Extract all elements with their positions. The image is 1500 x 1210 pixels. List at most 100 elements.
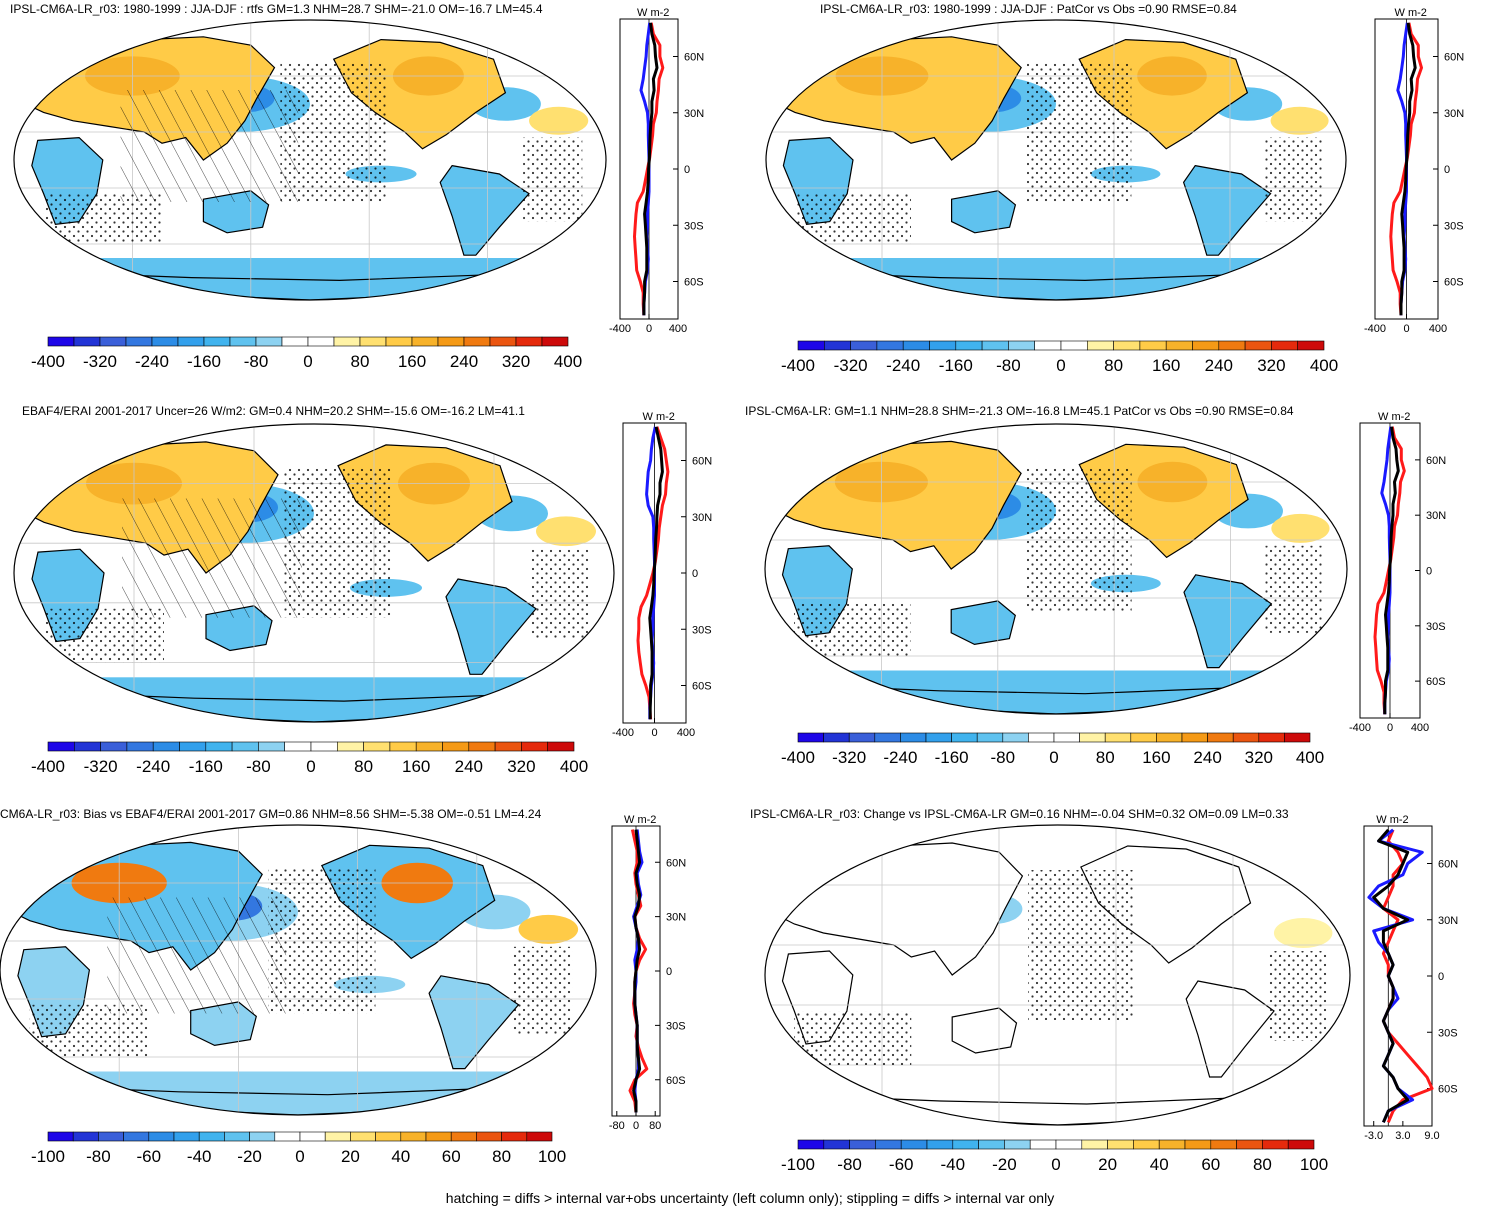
colorbar-label: -400 (781, 356, 815, 375)
profile-line-black (642, 22, 659, 316)
colorbar-box (437, 336, 465, 347)
stippling-indian (795, 193, 911, 244)
colorbar-box (1262, 1139, 1289, 1150)
profile-xtick-label: 9.0 (1424, 1130, 1439, 1142)
colorbar-box (1104, 732, 1132, 743)
profile-ytick-label: 0 (1426, 566, 1432, 578)
colorbar-label: -20 (237, 1147, 262, 1166)
panel-bottom-right: IPSL-CM6A-LR_r03: Change vs IPSL-CM6A-LR… (750, 807, 1458, 1174)
colorbar-box (1055, 1139, 1083, 1150)
profile-ytick-label: 30N (684, 108, 704, 120)
colorbar-box (926, 1139, 954, 1150)
colorbar-box (47, 336, 75, 347)
profile-ytick-label: 60S (684, 277, 704, 289)
profile-units: W m-2 (624, 814, 656, 826)
panel-title: IPSL-CM6A-LR_r03: Change vs IPSL-CM6A-LR… (750, 807, 1289, 821)
stippling-atlantic (523, 137, 583, 222)
colorbar-box (849, 1139, 876, 1150)
colorbar-label: -400 (781, 748, 815, 767)
panel-top-right: IPSL-CM6A-LR_r03: 1980-1999 : JJA-DJF : … (765, 2, 1464, 375)
colorbar-box (1087, 340, 1114, 351)
profile-ytick-label: 60N (1426, 455, 1446, 467)
map-border (764, 423, 1348, 715)
europe-anomaly (1271, 513, 1330, 543)
map-border (765, 19, 1347, 301)
profile-xtick-label: 400 (1429, 323, 1447, 335)
profile-xtick-label: 0 (1403, 323, 1409, 335)
profile-xtick-label: 400 (677, 727, 695, 739)
colorbar-box (1210, 1139, 1237, 1150)
colorbar-box (99, 336, 127, 347)
profile-ytick-label: 30N (1444, 108, 1464, 120)
map-border (0, 824, 597, 1116)
colorbar-box (797, 340, 825, 351)
profile-ytick-label: 30S (1438, 1027, 1458, 1039)
colorbar-box (1207, 732, 1234, 743)
zonal-profile: W m-2 60N 30N 0 30S 60S -3.0 3.0 9.0 (1363, 814, 1458, 1142)
hatching-overlay (122, 498, 302, 618)
colorbar-label: -60 (889, 1155, 914, 1174)
panel-bottom-left: IPSL-CM6A-LR_r03: Bias vs EBAF4/ERAI 200… (0, 807, 686, 1166)
colorbar-box (1034, 340, 1062, 351)
zonal-profile: W m-2 60N 30N 0 30S 60S -400 0 400 (1349, 411, 1446, 734)
colorbar-box (249, 1131, 276, 1142)
colorbar-label: 240 (1193, 748, 1221, 767)
colorbar-box (123, 1131, 150, 1142)
colorbar-label: -80 (991, 748, 1016, 767)
colorbar-label: -100 (31, 1147, 65, 1166)
colorbar-label: 40 (391, 1147, 410, 1166)
colorbar-box (515, 336, 543, 347)
colorbar: -100 -80 -60 -40 -20 0 20 40 60 80 100 (781, 1139, 1328, 1174)
colorbar-label: 240 (450, 352, 478, 371)
profile-xtick-label: -400 (1349, 722, 1371, 734)
colorbar-box (1287, 1139, 1315, 1150)
colorbar-box (1060, 340, 1088, 351)
profile-xtick-label: 0 (651, 727, 657, 739)
colorbar-label: 60 (1201, 1155, 1220, 1174)
colorbar: -100 -80 -60 -40 -20 0 20 40 60 80 100 (31, 1131, 566, 1166)
colorbar-box (148, 1131, 175, 1142)
stippling-atlantic (1265, 545, 1324, 633)
stippling-atlantic (512, 946, 573, 1034)
colorbar-box (1192, 340, 1220, 351)
profile-xtick-label: 0 (633, 1120, 639, 1132)
colorbar-label: -240 (135, 352, 169, 371)
colorbar-label: 160 (402, 757, 430, 776)
profile-ytick-label: 60N (666, 857, 686, 869)
colorbar-box (415, 741, 443, 752)
colorbar-box (1232, 732, 1260, 743)
colorbar-label: 20 (1098, 1155, 1117, 1174)
colorbar-label: -320 (83, 352, 117, 371)
colorbar-box (929, 340, 957, 351)
colorbar-label: 240 (1205, 356, 1233, 375)
colorbar-label: -80 (996, 356, 1021, 375)
colorbar-label: 0 (303, 352, 312, 371)
world-map (765, 825, 1350, 1125)
colorbar-label: -160 (935, 748, 969, 767)
profile-xtick-label: 400 (1411, 722, 1429, 734)
colorbar-box (1008, 340, 1036, 351)
colorbar-label: 80 (1253, 1155, 1272, 1174)
colorbar-box (400, 1131, 427, 1142)
profile-ytick-label: 0 (666, 966, 672, 978)
colorbar-box (468, 741, 496, 752)
profile-units: W m-2 (1376, 814, 1408, 826)
colorbar-box (981, 340, 1009, 351)
colorbar-box (526, 1131, 553, 1142)
colorbar-label: 0 (306, 757, 315, 776)
colorbar-label: -100 (781, 1155, 815, 1174)
colorbar-box (336, 741, 364, 752)
profile-ytick-label: 0 (1444, 164, 1450, 176)
colorbar: -400 -320 -240 -160 -80 0 80 160 240 320 400 (31, 741, 588, 776)
profile-xtick-label: 3.0 (1395, 1130, 1410, 1142)
profile-ytick-label: 60N (692, 456, 712, 468)
panel-title: IPSL-CM6A-LR_r03: Bias vs EBAF4/ERAI 200… (0, 807, 542, 821)
colorbar-box (284, 741, 312, 752)
colorbar-box (229, 336, 257, 347)
colorbar-box (1053, 732, 1080, 743)
colorbar-label: -160 (187, 352, 221, 371)
colorbar-box (900, 1139, 928, 1150)
colorbar-label: -160 (189, 757, 223, 776)
colorbar-label: 320 (502, 352, 530, 371)
profile-ytick-label: 60N (1444, 52, 1464, 64)
